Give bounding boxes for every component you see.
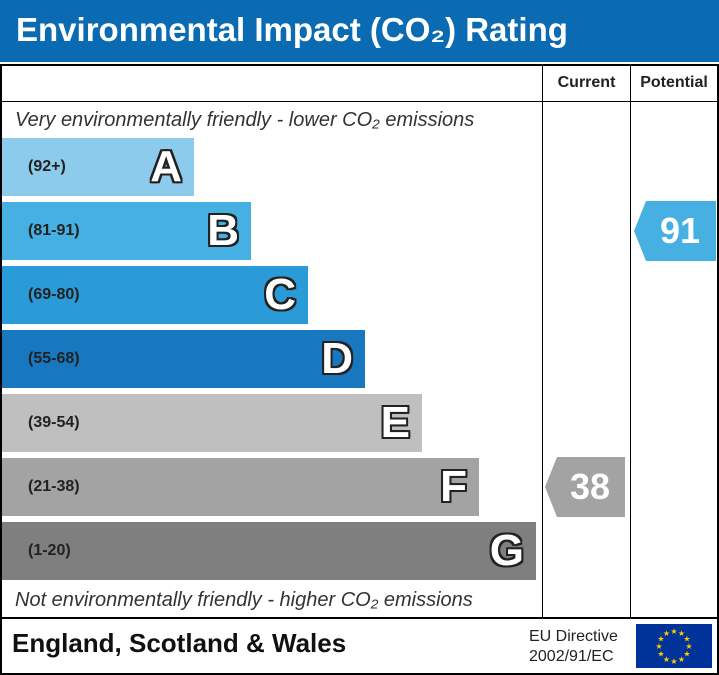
top-note: Very environmentally friendly - lower CO… — [15, 109, 475, 131]
eu-star-icon: ★ — [657, 650, 664, 659]
footer-country: England, Scotland & Wales — [12, 628, 347, 658]
band-d-letter: D — [321, 334, 353, 383]
eu-star-icon: ★ — [670, 627, 677, 636]
potential-column-divider — [630, 64, 631, 618]
eu-star-icon: ★ — [683, 650, 690, 659]
band-e-range: (39-54) — [28, 414, 80, 431]
chart-title: Environmental Impact (CO₂) Rating — [16, 11, 568, 48]
eu-star-icon: ★ — [683, 635, 690, 644]
eu-star-icon: ★ — [655, 642, 662, 651]
current-column-header: Current — [557, 74, 616, 91]
band-f-letter: F — [440, 462, 467, 511]
band-c-letter: C — [264, 270, 296, 319]
eu-directive-number: 2002/91/EC — [529, 648, 614, 665]
band-d-range: (55-68) — [28, 350, 80, 367]
eu-star-icon: ★ — [678, 655, 685, 664]
band-f-range: (21-38) — [28, 478, 80, 495]
eu-directive-label: EU Directive — [529, 628, 618, 645]
band-b-range: (81-91) — [28, 222, 80, 239]
band-c: (69-80) C — [2, 266, 308, 324]
eu-flag-icon: ★ ★ ★ ★ ★ ★ ★ ★ ★ ★ ★ ★ — [636, 624, 712, 668]
header-divider — [0, 101, 719, 102]
eu-star-icon: ★ — [678, 629, 685, 638]
current-arrow-shape — [545, 457, 625, 517]
current-rating-value: 38 — [569, 466, 611, 507]
band-g: (1-20) G — [2, 522, 536, 580]
footer-divider — [0, 617, 719, 619]
eu-star-icon: ★ — [663, 655, 670, 664]
band-e-letter: E — [380, 398, 410, 447]
eu-star-icon: ★ — [663, 629, 670, 638]
band-a: (92+) A — [2, 138, 194, 196]
band-b-letter: B — [207, 206, 239, 255]
frame-top — [0, 64, 719, 66]
current-column-divider — [542, 64, 543, 618]
potential-column-header: Potential — [640, 74, 708, 91]
frame-bottom — [0, 673, 719, 675]
title-bar — [0, 0, 719, 62]
band-f: (21-38) F — [2, 458, 479, 516]
band-d: (55-68) D — [2, 330, 365, 388]
eu-star-icon: ★ — [670, 657, 677, 666]
eu-star-icon: ★ — [685, 642, 692, 651]
bottom-note: Not environmentally friendly - higher CO… — [15, 589, 473, 611]
potential-arrow-shape — [634, 201, 716, 261]
potential-rating-value: 91 — [659, 210, 701, 251]
band-a-range: (92+) — [28, 158, 66, 175]
current-rating-arrow: 38 — [545, 457, 625, 517]
band-c-range: (69-80) — [28, 286, 80, 303]
band-e: (39-54) E — [2, 394, 422, 452]
potential-rating-arrow: 91 — [634, 201, 716, 261]
band-g-letter: G — [489, 526, 524, 575]
frame-right — [717, 64, 719, 675]
eu-star-icon: ★ — [657, 635, 664, 644]
frame-left — [0, 64, 2, 675]
band-a-letter: A — [150, 142, 182, 191]
band-b: (81-91) B — [2, 202, 251, 260]
band-g-range: (1-20) — [28, 542, 71, 559]
